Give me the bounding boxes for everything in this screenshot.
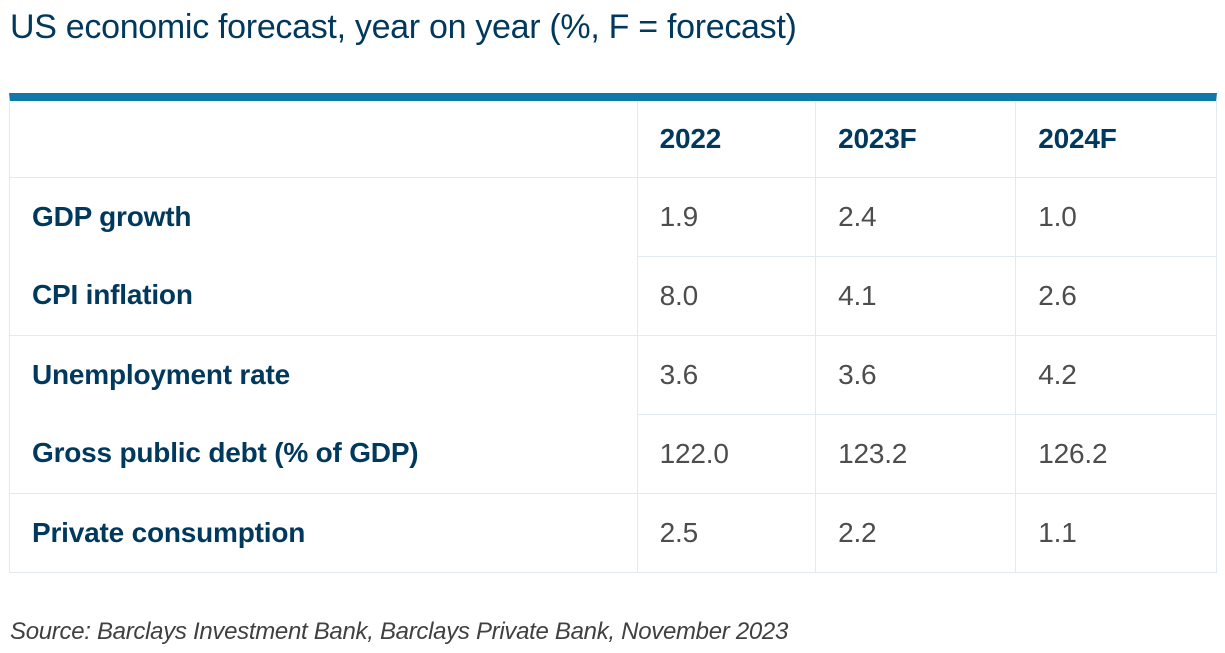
cell-value: 4.2	[1015, 335, 1216, 415]
cell-value: 2.2	[815, 493, 1016, 573]
row-label: Unemployment rate	[32, 358, 290, 390]
cell-value: 122.0	[636, 414, 816, 494]
cell-value: 3.6	[636, 335, 816, 415]
cell-value: 1.1	[1015, 493, 1216, 573]
cell-value: 4.1	[815, 256, 1016, 336]
cell-value: 8.0	[636, 256, 816, 336]
cell-value: 1.9	[636, 177, 816, 257]
cell-value: 3.6	[815, 335, 1016, 415]
table-row-private-consumption: Private consumption 2.5 2.2 1.1	[10, 493, 1216, 573]
cell-value: 2.6	[1015, 256, 1216, 336]
table-row-gdp-growth: GDP growth 1.9 2.4 1.0	[10, 177, 1216, 257]
table-row-cpi-inflation: CPI inflation 8.0 4.1 2.6	[10, 256, 1216, 336]
table-row-gross-public-debt: Gross public debt (% of GDP) 122.0 123.2…	[10, 414, 1216, 494]
row-label: Private consumption	[32, 516, 306, 548]
row-label: CPI inflation	[10, 256, 638, 336]
header-cell-2023f: 2023F	[815, 101, 1016, 178]
forecast-table-container: 2022 2023F 2024F GDP growth 1.9 2.4 1.0 …	[9, 93, 1217, 574]
forecast-table: 2022 2023F 2024F GDP growth 1.9 2.4 1.0 …	[10, 101, 1216, 573]
cell-value: 2.4	[815, 177, 1016, 257]
cell-value: 123.2	[815, 414, 1016, 494]
row-label: GDP growth	[32, 200, 192, 232]
source-note: Source: Barclays Investment Bank, Barcla…	[10, 618, 789, 646]
header-cell-empty	[10, 101, 638, 178]
header-cell-2022: 2022	[636, 101, 816, 178]
cell-value: 2.5	[636, 493, 816, 573]
cell-value: 1.0	[1015, 177, 1216, 257]
header-cell-2024f: 2024F	[1015, 101, 1216, 178]
page-title: US economic forecast, year on year (%, F…	[10, 8, 797, 46]
table-row-unemployment-rate: Unemployment rate 3.6 3.6 4.2	[10, 335, 1216, 415]
cell-value: 126.2	[1015, 414, 1216, 494]
header-row: 2022 2023F 2024F	[10, 101, 1216, 178]
row-label: Gross public debt (% of GDP)	[10, 414, 638, 494]
